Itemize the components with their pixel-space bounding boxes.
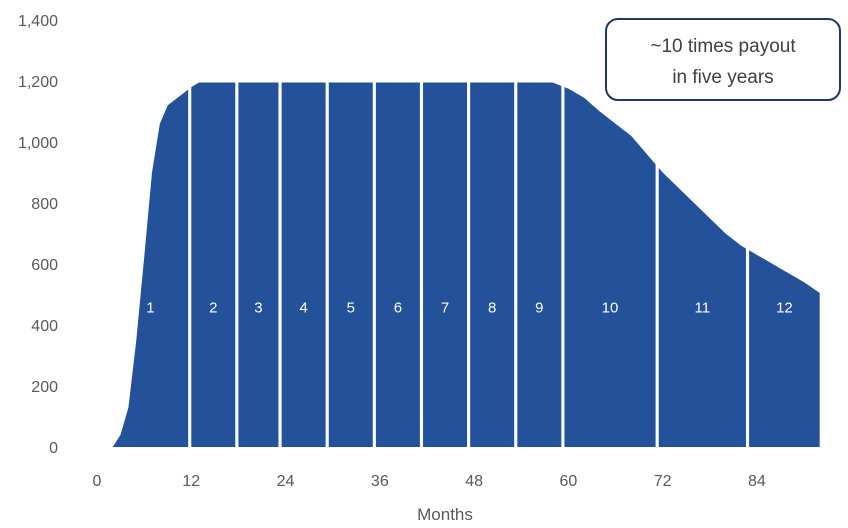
x-axis-ticks: 0 12 24 36 48 60 72 84	[93, 473, 766, 490]
y-tick-label: 1,000	[18, 135, 58, 152]
payout-segment	[191, 82, 236, 448]
y-tick-label: 1,400	[18, 13, 58, 30]
x-tick-label: 24	[277, 473, 295, 490]
callout-line-2: in five years	[672, 67, 773, 88]
segment-label: 3	[254, 300, 262, 317]
x-tick-label: 72	[654, 473, 672, 490]
y-tick-label: 600	[31, 257, 58, 274]
y-tick-label: 1,200	[18, 74, 58, 91]
x-axis-title: Months	[417, 505, 473, 524]
segment-label: 11	[695, 300, 711, 317]
y-tick-label: 200	[31, 379, 58, 396]
payout-segment	[375, 82, 420, 448]
x-tick-label: 84	[748, 473, 766, 490]
segment-label: 12	[776, 300, 793, 317]
y-tick-label: 0	[49, 440, 58, 457]
y-axis-ticks: 0 200 400 600 800 1,000 1,200 1,400	[18, 13, 58, 457]
segment-label: 6	[394, 300, 402, 317]
payout-callout: ~10 times payout in five years	[605, 18, 841, 101]
segment-label: 8	[488, 300, 496, 317]
segment-label: 9	[535, 300, 543, 317]
segment-labels: 1 2 3 4 5 6 7 8 9 10 11 12	[146, 300, 793, 317]
x-tick-label: 60	[559, 473, 577, 490]
payout-segment	[328, 82, 373, 448]
y-tick-label: 400	[31, 318, 58, 335]
segment-label: 2	[209, 300, 217, 317]
x-tick-label: 36	[371, 473, 389, 490]
segment-label: 10	[602, 300, 619, 317]
callout-box	[605, 18, 841, 101]
payout-segment	[238, 82, 279, 448]
payout-segment	[281, 82, 326, 448]
x-tick-label: 12	[182, 473, 200, 490]
x-tick-label: 48	[465, 473, 483, 490]
x-tick-label: 0	[93, 473, 102, 490]
y-tick-label: 800	[31, 196, 58, 213]
payout-segments	[112, 82, 820, 448]
payout-segment	[470, 82, 515, 448]
segment-label: 1	[146, 300, 154, 317]
segment-label: 4	[299, 300, 307, 317]
payout-segment	[517, 82, 562, 448]
payout-segment	[112, 82, 189, 448]
segment-label: 7	[441, 300, 449, 317]
segment-label: 5	[347, 300, 355, 317]
callout-line-1: ~10 times payout	[650, 36, 796, 57]
payout-segment	[423, 82, 468, 448]
